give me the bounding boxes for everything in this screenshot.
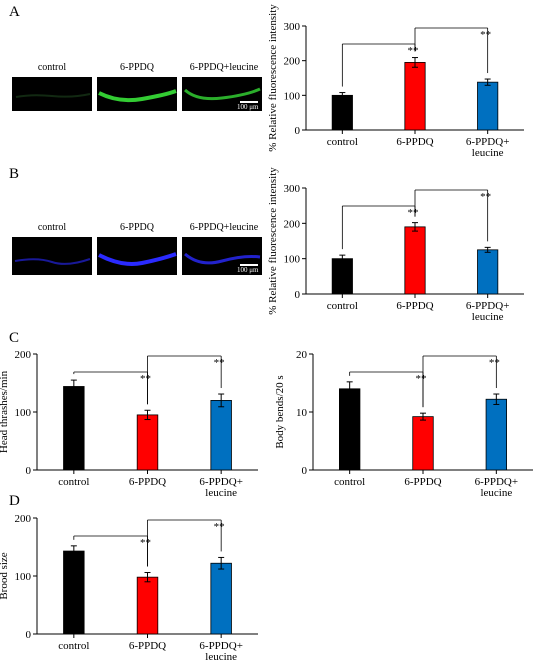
x-tick-label: leucine bbox=[472, 311, 504, 323]
y-tick-label: 200 bbox=[15, 513, 32, 525]
worm-fluorescence bbox=[98, 89, 177, 103]
significance-label: ** bbox=[408, 45, 419, 57]
significance-label: ** bbox=[140, 537, 151, 549]
x-tick-label: 6-PPDQ+ bbox=[199, 476, 243, 488]
bar bbox=[331, 258, 353, 295]
image-label-6ppdq-leucine-a: 6-PPDQ+leucine bbox=[189, 62, 259, 73]
bar bbox=[136, 576, 159, 635]
x-tick-label: control bbox=[334, 476, 365, 488]
micrograph-6ppdq-leucine-a bbox=[182, 77, 262, 111]
y-tick-label: 200 bbox=[284, 218, 301, 230]
significance-label: ** bbox=[408, 207, 419, 219]
y-tick-label: 0 bbox=[26, 465, 32, 477]
micrograph-6ppdq-leucine-b bbox=[182, 237, 262, 275]
y-tick-label: 10 bbox=[296, 407, 308, 419]
bar-chart-head-thrashes: 0 100 200 Head thrashes/min control 6-PPDQ 6-P… bbox=[0, 349, 258, 499]
y-axis-label: Head thrashes/min bbox=[0, 370, 10, 453]
bar bbox=[136, 414, 159, 471]
panel-letter-c: C bbox=[9, 330, 20, 346]
bar bbox=[210, 562, 232, 635]
worm-fluorescence bbox=[98, 252, 177, 266]
bar bbox=[412, 416, 434, 471]
x-tick-label: 6-PPDQ+ bbox=[466, 136, 510, 148]
x-tick-label: 6-PPDQ bbox=[129, 640, 166, 652]
micrograph-6ppdq-a bbox=[97, 77, 177, 111]
y-tick-label: 20 bbox=[296, 349, 308, 361]
panel-letter-d: D bbox=[9, 493, 20, 509]
y-tick-label: 100 bbox=[15, 407, 32, 419]
y-tick-label: 0 bbox=[26, 629, 32, 641]
significance-label: ** bbox=[140, 373, 151, 385]
y-tick-label: 0 bbox=[302, 465, 308, 477]
bar bbox=[404, 226, 426, 295]
bar bbox=[63, 386, 85, 471]
significance-label: ** bbox=[214, 357, 225, 369]
bar bbox=[477, 81, 499, 131]
micrograph-control-b bbox=[12, 237, 92, 275]
x-tick-label: control bbox=[327, 136, 358, 148]
significance-label: ** bbox=[480, 191, 491, 203]
y-tick-label: 200 bbox=[284, 56, 301, 68]
bar bbox=[477, 249, 499, 295]
bar-chart-b: 0 100 200 300 % Relative fluorescence intens… bbox=[267, 167, 524, 323]
x-tick-label: 6-PPDQ+ bbox=[475, 476, 519, 488]
image-label-6ppdq-b: 6-PPDQ bbox=[120, 222, 154, 233]
worm-fluorescence bbox=[183, 87, 261, 101]
panel-letter-a: A bbox=[9, 4, 20, 20]
y-tick-label: 100 bbox=[15, 571, 32, 583]
panel-letter-b: B bbox=[9, 166, 20, 182]
y-tick-label: 0 bbox=[295, 125, 301, 137]
x-tick-label: control bbox=[58, 476, 89, 488]
bar-chart-a: 0 100 200 300 % Relative fluorescence intens… bbox=[267, 4, 524, 159]
image-label-6ppdq-leucine-b: 6-PPDQ+leucine bbox=[189, 222, 259, 233]
x-tick-label: 6-PPDQ bbox=[404, 476, 441, 488]
x-tick-label: leucine bbox=[205, 651, 237, 663]
y-tick-label: 100 bbox=[284, 90, 301, 102]
x-tick-label: 6-PPDQ+ bbox=[199, 640, 243, 652]
x-tick-label: leucine bbox=[472, 147, 504, 159]
y-axis-label: % Relative fluorescence intensity bbox=[267, 4, 279, 152]
worm-outline bbox=[15, 93, 91, 98]
y-tick-label: 300 bbox=[284, 183, 301, 195]
x-tick-label: 6-PPDQ bbox=[129, 476, 166, 488]
y-axis-label: Body bends/20 s bbox=[274, 375, 286, 448]
bar bbox=[485, 398, 507, 471]
image-label-6ppdq-a: 6-PPDQ bbox=[120, 62, 154, 73]
x-tick-label: 6-PPDQ bbox=[396, 136, 433, 148]
scale-bar-a bbox=[240, 101, 258, 103]
scale-bar-label-a: 100 μm bbox=[237, 103, 259, 111]
x-tick-label: control bbox=[58, 640, 89, 652]
y-tick-label: 300 bbox=[284, 21, 301, 33]
bar-chart-body-bends: 0 10 20 Body bends/20 s control 6-PPDQ 6-PPDQ+… bbox=[274, 349, 533, 499]
image-label-control-a: control bbox=[37, 62, 67, 73]
bar bbox=[210, 400, 232, 471]
micrograph-6ppdq-b bbox=[97, 237, 177, 275]
bar bbox=[339, 388, 361, 471]
y-axis-label: % Relative fluorescence intensity bbox=[267, 167, 279, 315]
x-tick-label: leucine bbox=[480, 487, 512, 499]
bar bbox=[404, 62, 426, 131]
x-tick-label: leucine bbox=[205, 487, 237, 499]
y-tick-label: 0 bbox=[295, 289, 301, 301]
x-tick-label: 6-PPDQ+ bbox=[466, 300, 510, 312]
y-tick-label: 200 bbox=[15, 349, 32, 361]
significance-label: ** bbox=[214, 521, 225, 533]
significance-label: ** bbox=[480, 29, 491, 41]
x-tick-label: 6-PPDQ bbox=[396, 300, 433, 312]
worm-fluorescence bbox=[14, 258, 91, 265]
bar-chart-brood-size: 0 100 200 Brood size control 6-PPDQ 6-PPDQ+leu… bbox=[0, 513, 258, 663]
significance-label: ** bbox=[489, 357, 500, 369]
y-axis-label: Brood size bbox=[0, 552, 10, 599]
scale-bar-b bbox=[240, 264, 258, 266]
significance-label: ** bbox=[416, 373, 427, 385]
micrograph-control-a bbox=[12, 77, 92, 111]
scale-bar-label-b: 100 μm bbox=[237, 266, 259, 274]
worm-fluorescence bbox=[184, 252, 261, 265]
y-tick-label: 100 bbox=[284, 254, 301, 266]
image-label-control-b: control bbox=[37, 222, 67, 233]
bar bbox=[63, 550, 85, 635]
bar bbox=[331, 94, 353, 131]
x-tick-label: control bbox=[327, 300, 358, 312]
